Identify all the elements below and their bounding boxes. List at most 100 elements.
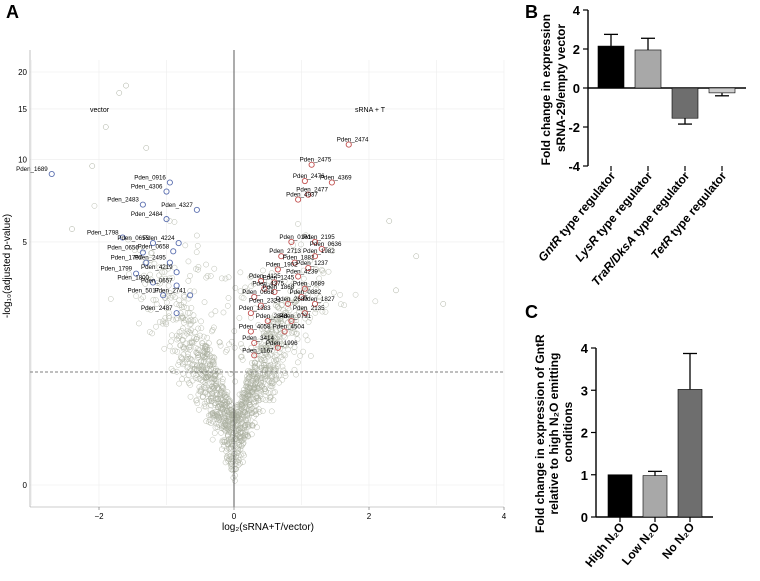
- volcano-point: [328, 242, 335, 249]
- volcano-ylabel: -log₁₀(adjusted p-value): [2, 214, 13, 318]
- volcano-point: [222, 418, 229, 425]
- volcano-point-label: Pden_2195: [303, 234, 335, 241]
- volcano-point: [172, 347, 178, 354]
- volcano-point: [267, 379, 274, 386]
- volcano-point: [255, 348, 262, 355]
- volcano-point: [207, 346, 213, 353]
- volcano-point: [247, 388, 253, 394]
- bar-ytick-label: 2: [581, 426, 588, 441]
- volcano-point: [179, 376, 185, 383]
- volcano-point-label: Pden_1799: [100, 266, 132, 273]
- volcano-point: [232, 285, 239, 291]
- panel-c-ylabel-line-1: Fold change in expression of GntR: [533, 334, 547, 533]
- volcano-point: [229, 431, 236, 438]
- volcano-highlight-point: [345, 141, 352, 148]
- volcano-point: [319, 267, 326, 274]
- volcano-point: [262, 338, 269, 344]
- panel-a-volcano-plot: Pden_1689 Pden_0916 Pden_4306 Pden_2483 Pden…: [16, 50, 507, 521]
- volcano-ytick-label: 5: [23, 238, 28, 247]
- volcano-highlight-point: [301, 177, 308, 185]
- volcano-point: [232, 443, 238, 449]
- volcano-point: [140, 294, 147, 301]
- volcano-point: [202, 355, 209, 362]
- volcano-point: [266, 364, 272, 371]
- volcano-point-label: Pden_2848: [256, 313, 288, 320]
- volcano-point: [142, 281, 149, 287]
- volcano-point: [209, 359, 216, 365]
- volcano-point: [198, 325, 205, 332]
- volcano-point: [243, 383, 249, 390]
- volcano-axes: −2 0 2 4 0 5 10 15 20: [18, 50, 507, 521]
- volcano-point: [224, 426, 231, 433]
- volcano-point: [150, 296, 157, 303]
- volcano-point: [190, 312, 197, 319]
- bar-ytick-label: 3: [581, 383, 588, 398]
- volcano-point: [166, 275, 173, 282]
- volcano-point: [187, 343, 194, 350]
- volcano-point: [237, 288, 244, 295]
- volcano-point: [237, 269, 244, 276]
- volcano-point: [285, 296, 292, 303]
- volcano-point: [244, 387, 251, 393]
- volcano-point: [126, 271, 132, 277]
- volcano-point: [206, 397, 212, 404]
- volcano-point: [281, 310, 288, 316]
- volcano-point: [276, 331, 283, 338]
- bar-2: [671, 87, 699, 119]
- volcano-point: [221, 402, 228, 408]
- panel-c-ylabel: Fold change in expression of GntR relati…: [533, 331, 575, 533]
- volcano-point: [209, 436, 216, 443]
- volcano-point-label: Pden_1868: [263, 284, 295, 291]
- volcano-point-label: Pden_0161: [279, 234, 311, 241]
- volcano-point: [305, 319, 312, 325]
- volcano-point: [170, 368, 177, 374]
- volcano-point: [182, 242, 189, 249]
- volcano-point-label: Pden_2487: [141, 305, 173, 312]
- volcano-point: [440, 301, 447, 307]
- volcano-point-label: Pden_2484: [131, 211, 163, 218]
- volcano-highlight-point: [298, 293, 305, 300]
- volcano-point: [170, 316, 176, 323]
- volcano-point: [252, 305, 258, 312]
- volcano-point: [251, 359, 258, 366]
- volcano-point: [193, 397, 199, 404]
- volcano-point: [234, 402, 241, 408]
- volcano-point: [280, 367, 287, 374]
- volcano-point: [201, 299, 208, 306]
- volcano-point: [266, 397, 273, 404]
- volcano-point: [230, 454, 237, 461]
- bar-ytick-label: 0: [581, 510, 588, 525]
- volcano-point-label: Pden_4224: [143, 235, 175, 242]
- volcano-highlight-point: [271, 288, 278, 296]
- volcano-point: [316, 275, 323, 282]
- volcano-highlight-point: [257, 277, 265, 285]
- volcano-point: [301, 306, 308, 313]
- volcano-point: [263, 331, 270, 337]
- panel-b-ylabel-line-1: Fold change in expression: [539, 14, 553, 165]
- volcano-point: [148, 250, 154, 257]
- volcano-point: [260, 379, 267, 386]
- volcano-point: [152, 297, 159, 303]
- bar-3: [708, 87, 736, 94]
- volcano-point: [213, 413, 220, 420]
- bar-ytick-label: 1: [581, 468, 588, 483]
- volcano-point: [211, 265, 218, 272]
- volcano-point: [206, 361, 213, 368]
- volcano-point: [273, 263, 280, 270]
- volcano-point: [197, 359, 204, 365]
- volcano-point: [162, 314, 169, 321]
- bar-ytick-label: 2: [573, 42, 580, 57]
- volcano-point: [222, 275, 229, 282]
- volcano-point-label: Pden_2475: [300, 157, 332, 164]
- volcano-point: [212, 308, 219, 315]
- volcano-point-label: Pden_1245: [263, 274, 295, 281]
- volcano-point: [261, 367, 268, 373]
- volcano-point: [176, 297, 183, 304]
- volcano-highlight-point: [295, 196, 302, 203]
- volcano-point: [162, 319, 169, 326]
- volcano-highlight-point: [170, 248, 177, 255]
- volcano-point: [372, 298, 379, 305]
- volcano-point: [231, 477, 238, 484]
- volcano-point-label: Pden_5017: [127, 287, 159, 294]
